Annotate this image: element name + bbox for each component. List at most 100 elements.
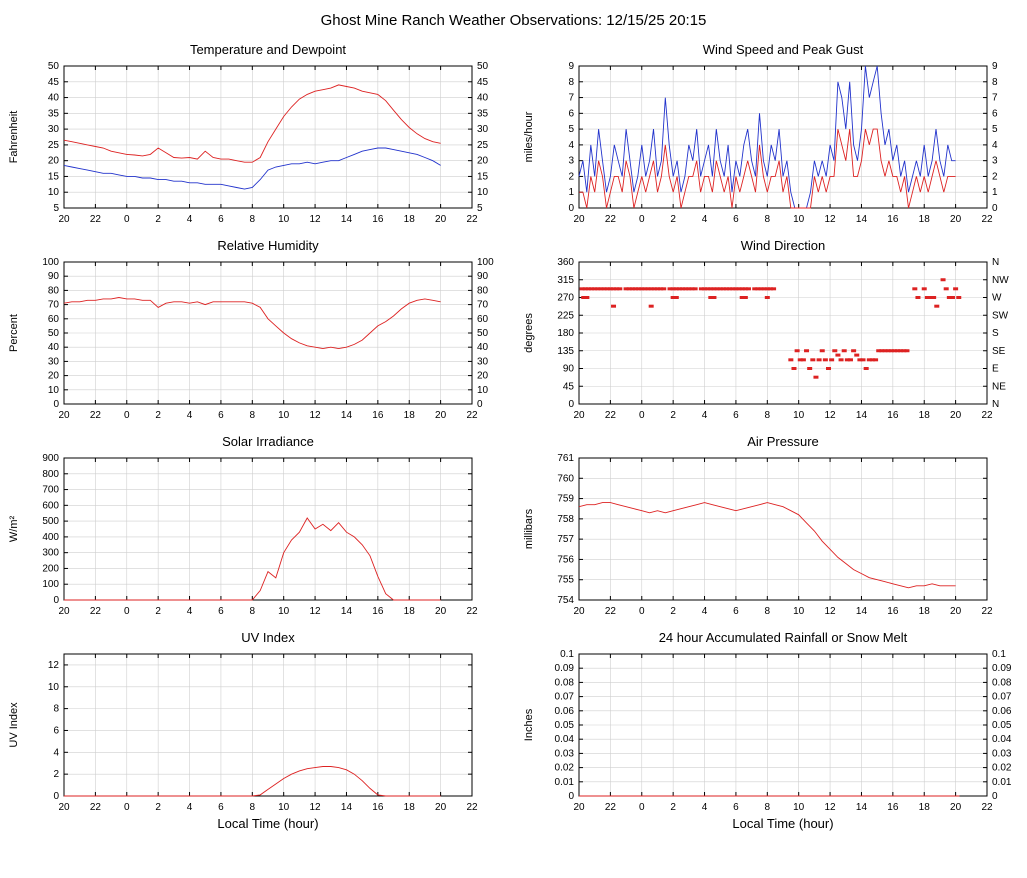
wind-direction-chart: Wind Direction 20 22 0 2 4 6 8 10 12 14 16 18 20 22 0 4… xyxy=(519,234,1024,424)
svg-text:3: 3 xyxy=(568,156,574,167)
svg-text:12: 12 xyxy=(825,802,837,813)
svg-text:0: 0 xyxy=(639,606,645,617)
svg-text:22: 22 xyxy=(981,214,993,225)
svg-text:0.05: 0.05 xyxy=(992,720,1012,731)
svg-text:900: 900 xyxy=(42,453,59,464)
svg-text:UV Index: UV Index xyxy=(8,702,20,748)
svg-text:0: 0 xyxy=(639,802,645,813)
svg-text:22: 22 xyxy=(981,606,993,617)
svg-text:10: 10 xyxy=(793,410,805,421)
svg-text:20: 20 xyxy=(48,156,60,167)
svg-text:0.03: 0.03 xyxy=(555,748,575,759)
svg-text:18: 18 xyxy=(404,802,416,813)
svg-text:8: 8 xyxy=(765,606,771,617)
svg-text:0.04: 0.04 xyxy=(992,734,1012,745)
svg-text:10: 10 xyxy=(477,187,489,198)
svg-text:E: E xyxy=(992,364,999,375)
svg-text:0.1: 0.1 xyxy=(560,649,574,660)
svg-text:20: 20 xyxy=(435,606,447,617)
svg-text:6: 6 xyxy=(992,108,998,119)
svg-text:0: 0 xyxy=(53,791,59,802)
svg-text:100: 100 xyxy=(42,579,59,590)
svg-text:4: 4 xyxy=(53,747,59,758)
svg-text:755: 755 xyxy=(557,575,574,586)
svg-text:10: 10 xyxy=(48,682,60,693)
uv-index-chart: UV Index 20 22 0 2 4 6 8 10 12 14 16 18 20 22 0 2 4 6 8 10 1… xyxy=(4,626,509,831)
svg-text:180: 180 xyxy=(557,328,574,339)
svg-text:NW: NW xyxy=(992,275,1009,286)
wind-speed-gust-plot: 20 22 0 2 4 6 8 10 12 14 16 18 20 220 01 12 23 34 45 56 67 78… xyxy=(523,61,998,225)
svg-text:10: 10 xyxy=(278,410,290,421)
svg-text:90: 90 xyxy=(48,271,60,282)
svg-text:6: 6 xyxy=(733,802,739,813)
svg-text:3: 3 xyxy=(992,156,998,167)
svg-text:2: 2 xyxy=(155,410,161,421)
svg-text:0: 0 xyxy=(477,399,483,410)
svg-text:20: 20 xyxy=(573,606,585,617)
svg-text:12: 12 xyxy=(310,214,322,225)
wind-speed-gust-chart: Wind Speed and Peak Gust 20 22 0 2 4 6 8 10 12 14… xyxy=(519,38,1024,228)
svg-text:22: 22 xyxy=(466,606,478,617)
svg-text:Inches: Inches xyxy=(523,708,535,741)
svg-text:20: 20 xyxy=(435,214,447,225)
svg-text:10: 10 xyxy=(278,802,290,813)
svg-text:60: 60 xyxy=(48,314,60,325)
svg-text:14: 14 xyxy=(341,410,353,421)
svg-text:90: 90 xyxy=(477,271,489,282)
svg-text:5: 5 xyxy=(992,124,998,135)
svg-text:22: 22 xyxy=(605,410,617,421)
svg-text:N: N xyxy=(992,399,999,410)
svg-text:25: 25 xyxy=(48,140,60,151)
svg-text:18: 18 xyxy=(919,606,931,617)
svg-text:15: 15 xyxy=(48,171,60,182)
svg-text:2: 2 xyxy=(670,410,676,421)
svg-text:40: 40 xyxy=(48,93,60,104)
svg-text:22: 22 xyxy=(466,410,478,421)
svg-text:1: 1 xyxy=(568,187,574,198)
svg-text:12: 12 xyxy=(310,410,322,421)
svg-text:0: 0 xyxy=(992,203,998,214)
svg-text:10: 10 xyxy=(278,606,290,617)
svg-text:0.03: 0.03 xyxy=(992,748,1012,759)
svg-text:30: 30 xyxy=(477,124,489,135)
svg-text:20: 20 xyxy=(58,214,70,225)
svg-text:8: 8 xyxy=(992,77,998,88)
svg-text:70: 70 xyxy=(477,300,489,311)
svg-text:6: 6 xyxy=(733,214,739,225)
svg-text:8: 8 xyxy=(250,410,256,421)
solar-irradiance-chart: Solar Irradiance 20 22 0 2 4 6 8 10 12 14 16 18 20 22… xyxy=(4,430,509,620)
svg-text:20: 20 xyxy=(48,371,60,382)
svg-text:0.02: 0.02 xyxy=(992,763,1012,774)
svg-text:0.1: 0.1 xyxy=(992,649,1006,660)
svg-text:14: 14 xyxy=(856,410,868,421)
svg-text:8: 8 xyxy=(250,214,256,225)
svg-text:0.04: 0.04 xyxy=(555,734,575,745)
rainfall-plot: 20 22 0 2 4 6 8 10 12 14 16 18 20 220 00.01 0.010.02 0.0… xyxy=(523,649,1012,813)
svg-text:8: 8 xyxy=(765,410,771,421)
svg-text:SW: SW xyxy=(992,310,1009,321)
svg-text:7: 7 xyxy=(992,93,998,104)
svg-text:1: 1 xyxy=(992,187,998,198)
svg-text:6: 6 xyxy=(218,606,224,617)
wind-direction-plot: 20 22 0 2 4 6 8 10 12 14 16 18 20 22 0 45 90 135 180 225 270… xyxy=(523,257,1009,421)
svg-text:45: 45 xyxy=(563,381,575,392)
svg-text:14: 14 xyxy=(856,214,868,225)
svg-text:0: 0 xyxy=(992,791,998,802)
svg-text:6: 6 xyxy=(218,410,224,421)
svg-text:0.07: 0.07 xyxy=(555,692,575,703)
svg-text:W/m²: W/m² xyxy=(8,516,20,543)
svg-text:22: 22 xyxy=(90,802,102,813)
svg-text:500: 500 xyxy=(42,516,59,527)
svg-text:90: 90 xyxy=(563,364,575,375)
svg-text:2: 2 xyxy=(670,606,676,617)
svg-text:5: 5 xyxy=(568,124,574,135)
x-axis-label: Local Time (hour) xyxy=(217,816,319,831)
svg-text:2: 2 xyxy=(155,606,161,617)
svg-text:N: N xyxy=(992,257,999,268)
svg-text:6: 6 xyxy=(733,606,739,617)
svg-text:20: 20 xyxy=(435,802,447,813)
svg-text:0: 0 xyxy=(568,399,574,410)
solar-irradiance-plot: 20 22 0 2 4 6 8 10 12 14 16 18 20 22 0 100 200 300 400 500 6… xyxy=(8,453,478,617)
svg-text:0: 0 xyxy=(124,802,130,813)
svg-text:0: 0 xyxy=(53,399,59,410)
